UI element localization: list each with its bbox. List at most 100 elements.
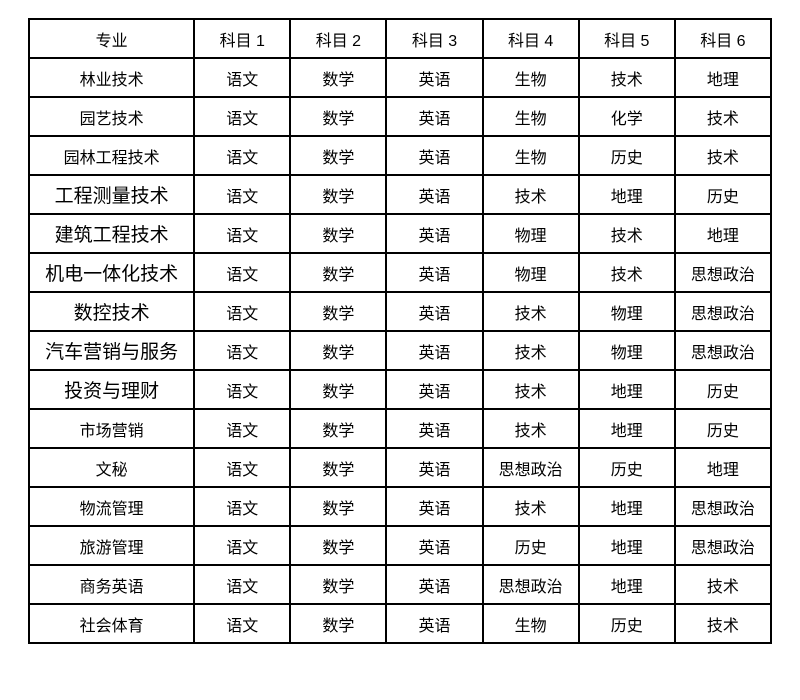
subject-cell: 语文	[193, 96, 292, 137]
subject-cell: 历史	[577, 603, 676, 644]
subject-cell: 数学	[289, 564, 388, 605]
subject-cell: 语文	[193, 447, 292, 488]
subject-cell: 地理	[577, 369, 676, 410]
subject-cell: 数学	[289, 174, 388, 215]
subject-cell: 数学	[289, 213, 388, 254]
header-cell-major: 专业	[27, 18, 196, 59]
subject-cell: 思想政治	[673, 486, 773, 527]
table-row: 园林工程技术 语文 数学 英语 生物 历史 技术	[27, 135, 773, 176]
subject-cell: 技术	[577, 57, 676, 98]
subject-cell: 英语	[385, 135, 484, 176]
major-cell: 机电一体化技术	[27, 252, 196, 293]
major-subjects-table: 专业 科目 1 科目 2 科目 3 科目 4 科目 5 科目 6 林业技术 语文 数学 英语 生物技…	[27, 18, 773, 644]
subject-cell: 地理	[577, 486, 676, 527]
subject-cell: 技术	[481, 291, 580, 332]
subject-cell: 语文	[193, 408, 292, 449]
subject-cell: 思想政治	[481, 564, 580, 605]
subject-cell: 生物	[481, 135, 580, 176]
subject-cell: 历史	[481, 525, 580, 566]
table-row: 商务英语 语文 数学 英语 思想政治 地理 技术	[27, 564, 773, 605]
header-cell-subject-1: 科目 1	[193, 18, 292, 59]
subject-cell: 技术	[577, 213, 676, 254]
subject-cell: 英语	[385, 213, 484, 254]
subject-cell: 语文	[193, 291, 292, 332]
subject-cell: 英语	[385, 330, 484, 371]
subject-cell: 数学	[289, 291, 388, 332]
subject-cell: 地理	[577, 525, 676, 566]
subject-cell: 思想政治	[481, 447, 580, 488]
subject-cell: 物理	[481, 213, 580, 254]
table-row: 数控技术 语文 数学 英语 技术 物理 思想政治	[27, 291, 773, 332]
table-row: 汽车营销与服务 语文 数学 英语 技术 物理 思想政治	[27, 330, 773, 371]
subject-cell: 技术	[673, 135, 773, 176]
subject-cell: 物理	[577, 330, 676, 371]
subject-cell: 英语	[385, 252, 484, 293]
subject-cell: 数学	[289, 369, 388, 410]
subject-cell: 英语	[385, 291, 484, 332]
subject-cell: 历史	[673, 408, 773, 449]
subject-cell: 地理	[673, 213, 773, 254]
subject-cell: 数学	[289, 135, 388, 176]
subject-cell: 物理	[481, 252, 580, 293]
major-cell: 工程测量技术	[27, 174, 196, 215]
subject-cell: 英语	[385, 408, 484, 449]
subject-cell: 英语	[385, 96, 484, 137]
subject-cell: 语文	[193, 330, 292, 371]
subject-cell: 地理	[673, 447, 773, 488]
subject-cell: 历史	[673, 174, 773, 215]
subject-cell: 数学	[289, 603, 388, 644]
subject-cell: 数学	[289, 252, 388, 293]
subject-cell: 历史	[673, 369, 773, 410]
subject-cell: 语文	[193, 564, 292, 605]
table-row: 投资与理财 语文 数学 英语 技术 地理 历史	[27, 369, 773, 410]
subject-cell: 技术	[481, 330, 580, 371]
subject-cell: 语文	[193, 213, 292, 254]
subject-cell: 生物	[481, 603, 580, 644]
major-cell: 园艺技术	[27, 96, 196, 137]
subject-cell: 数学	[289, 525, 388, 566]
subject-cell: 技术	[481, 174, 580, 215]
subject-cell: 数学	[289, 408, 388, 449]
subject-cell: 技术	[481, 369, 580, 410]
major-cell: 旅游管理	[27, 525, 196, 566]
header-cell-subject-4: 科目 4	[481, 18, 580, 59]
subject-cell: 生物	[481, 96, 580, 137]
subject-cell: 物理	[577, 291, 676, 332]
subject-cell: 数学	[289, 57, 388, 98]
table-row: 林业技术 语文 数学 英语 生物 技术 地理	[27, 57, 773, 98]
subject-cell: 技术	[673, 603, 773, 644]
major-cell: 文秘	[27, 447, 196, 488]
table-row: 工程测量技术 语文 数学 英语 技术 地理 历史	[27, 174, 773, 215]
subject-cell: 历史	[577, 135, 676, 176]
table-row: 物流管理 语文 数学 英语 技术 地理 思想政治	[27, 486, 773, 527]
subject-cell: 生物	[481, 57, 580, 98]
subject-cell: 历史	[577, 447, 676, 488]
subject-cell: 语文	[193, 174, 292, 215]
subject-cell: 思想政治	[673, 330, 773, 371]
major-cell: 物流管理	[27, 486, 196, 527]
header-cell-subject-2: 科目 2	[289, 18, 388, 59]
table-row: 机电一体化技术 语文 数学 英语 物理 技术 思想政治	[27, 252, 773, 293]
subject-cell: 英语	[385, 486, 484, 527]
subject-cell: 技术	[673, 96, 773, 137]
subject-cell: 语文	[193, 603, 292, 644]
table-row: 园艺技术 语文 数学 英语 生物 化学 技术	[27, 96, 773, 137]
subject-cell: 地理	[577, 408, 676, 449]
subject-cell: 数学	[289, 447, 388, 488]
subject-cell: 数学	[289, 96, 388, 137]
subject-cell: 化学	[577, 96, 676, 137]
subject-cell: 数学	[289, 486, 388, 527]
header-cell-subject-6: 科目 6	[673, 18, 773, 59]
subject-cell: 语文	[193, 486, 292, 527]
subject-cell: 语文	[193, 525, 292, 566]
subject-cell: 数学	[289, 330, 388, 371]
subject-cell: 技术	[481, 486, 580, 527]
table-row: 旅游管理 语文 数学 英语 历史 地理 思想政治	[27, 525, 773, 566]
subject-cell: 英语	[385, 603, 484, 644]
header-cell-subject-5: 科目 5	[577, 18, 676, 59]
major-cell: 汽车营销与服务	[27, 330, 196, 371]
table-body: 林业技术 语文 数学 英语 生物 技术 地理 园艺技术 语文 数学 英语 生物 化学 技术 园林工程技术 语文…	[27, 57, 773, 644]
table-row: 市场营销 语文 数学 英语 技术 地理 历史	[27, 408, 773, 449]
subject-cell: 英语	[385, 369, 484, 410]
major-cell: 林业技术	[27, 57, 196, 98]
